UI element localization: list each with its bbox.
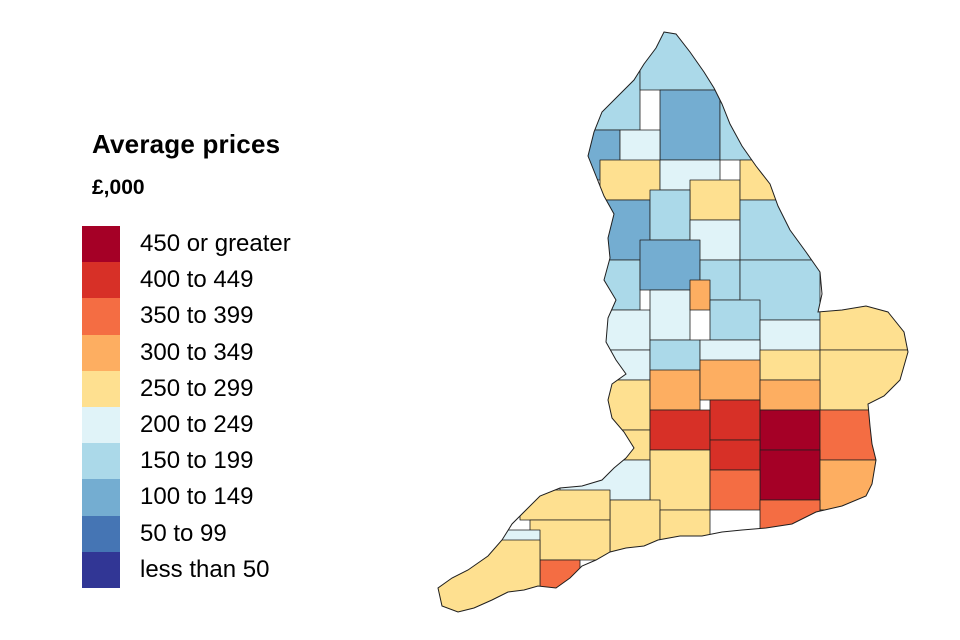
legend-swatch — [82, 515, 120, 552]
region-shropshire — [599, 349, 651, 381]
legend-item-150-199: 150 to 199 — [82, 443, 291, 480]
region-north-east — [659, 89, 721, 161]
region-surrey — [759, 499, 821, 541]
legend-swatch — [82, 443, 120, 480]
legend-swatch — [82, 226, 120, 263]
region-hampshire — [709, 469, 761, 511]
region-oxfordshire — [649, 409, 711, 451]
region-devon-north — [519, 489, 611, 521]
legend-label: 300 to 349 — [140, 338, 254, 366]
region-suffolk — [819, 349, 908, 411]
region-warwickshire — [649, 369, 701, 411]
region-tyne-wear — [719, 89, 781, 161]
region-leeds — [649, 189, 691, 241]
region-ryedale — [739, 159, 791, 201]
region-northamptonshire — [699, 359, 761, 401]
region-devon-south — [529, 519, 611, 561]
legend-title: Average prices — [92, 129, 281, 159]
legend-unit: £,000 — [92, 176, 145, 199]
map-legend: Average prices £,000 450 or greater 400 … — [82, 128, 382, 588]
legend-label: 450 or greater — [140, 230, 291, 258]
region-isle-of-wight — [659, 509, 711, 551]
legend-item-350-399: 350 to 399 — [82, 298, 291, 335]
region-sussex — [819, 509, 881, 541]
legend-label: 400 to 449 — [140, 266, 254, 294]
legend-swatch — [82, 551, 120, 588]
region-dorset — [609, 499, 661, 561]
legend-swatch — [82, 262, 120, 299]
region-worcestershire — [599, 379, 651, 431]
legend-item-200-249: 200 to 249 — [82, 406, 291, 444]
legend-item-less-than-50: less than 50 — [82, 551, 291, 588]
region-derbyshire — [649, 289, 691, 341]
region-cambridgeshire — [759, 349, 821, 381]
region-london — [759, 449, 821, 501]
legend-label: 250 to 299 — [140, 374, 254, 402]
legend-label: 350 to 399 — [140, 302, 254, 330]
legend-swatch — [82, 298, 120, 335]
region-cumbria — [579, 32, 641, 131]
region-hertfordshire — [759, 409, 821, 451]
legend-swatch — [82, 479, 120, 516]
legend-label: 150 to 199 — [140, 447, 254, 475]
region-berkshire — [709, 439, 761, 471]
region-peak-district — [689, 279, 711, 311]
legend-list: 450 or greater 400 to 449 350 to 399 300… — [82, 226, 291, 588]
region-nottingham — [709, 299, 761, 341]
legend-item-400-449: 400 to 449 — [82, 262, 291, 299]
legend-item-50-99: 50 to 99 — [82, 515, 291, 552]
legend-item-250-299: 250 to 299 — [82, 370, 291, 407]
region-bedfordshire — [759, 379, 821, 411]
legend-label: less than 50 — [140, 555, 270, 583]
legend-item-100-149: 100 to 149 — [82, 479, 291, 516]
legend-item-300-349: 300 to 349 — [82, 334, 291, 371]
region-buckinghamshire — [709, 399, 761, 441]
legend-label: 100 to 149 — [140, 483, 254, 511]
region-harrogate — [689, 179, 741, 221]
legend-label: 200 to 249 — [140, 411, 254, 439]
region-greater-manchester — [599, 259, 641, 311]
legend-item-450-plus: 450 or greater — [82, 226, 291, 263]
legend-swatch — [82, 370, 120, 407]
england-coastline — [437, 31, 909, 613]
region-northumberland — [639, 32, 721, 91]
legend-label: 50 to 99 — [140, 519, 227, 547]
legend-swatch — [82, 334, 120, 371]
legend-swatch — [82, 406, 120, 444]
region-norfolk — [819, 299, 908, 351]
